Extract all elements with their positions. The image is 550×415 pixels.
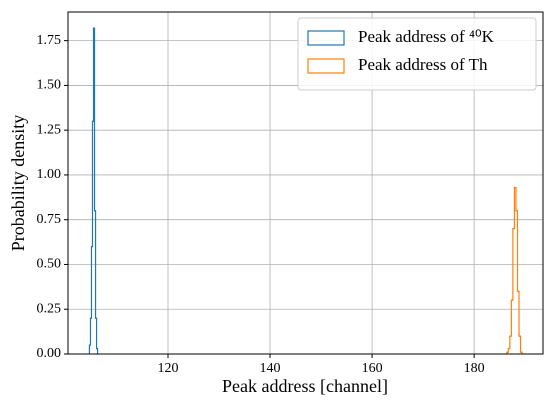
legend-label: Peak address of Th bbox=[358, 55, 488, 74]
legend-label: Peak address of ⁴⁰K bbox=[358, 27, 495, 46]
histogram-outline bbox=[88, 27, 99, 354]
y-tick-label: 1.25 bbox=[37, 122, 62, 137]
y-tick-label: 0.75 bbox=[37, 212, 62, 227]
y-tick-label: 1.50 bbox=[37, 78, 62, 93]
legend-box bbox=[297, 17, 537, 91]
y-tick-label: 0.00 bbox=[37, 346, 62, 361]
y-axis-label: Probability density bbox=[8, 115, 28, 252]
x-tick-label: 160 bbox=[362, 361, 383, 376]
plot-frame bbox=[67, 11, 544, 355]
x-axis-label: Peak address [channel] bbox=[222, 376, 388, 396]
histogram-outline bbox=[506, 186, 523, 354]
y-tick-label: 1.75 bbox=[37, 33, 62, 48]
y-tick-label: 1.00 bbox=[37, 167, 62, 182]
y-tick-label: 0.50 bbox=[37, 257, 62, 272]
y-tick-label: 0.25 bbox=[37, 301, 62, 316]
legend-patch bbox=[307, 58, 345, 74]
x-tick-label: 140 bbox=[260, 361, 281, 376]
x-tick-label: 180 bbox=[464, 361, 485, 376]
legend-patch bbox=[307, 30, 345, 46]
x-tick-label: 120 bbox=[158, 361, 179, 376]
